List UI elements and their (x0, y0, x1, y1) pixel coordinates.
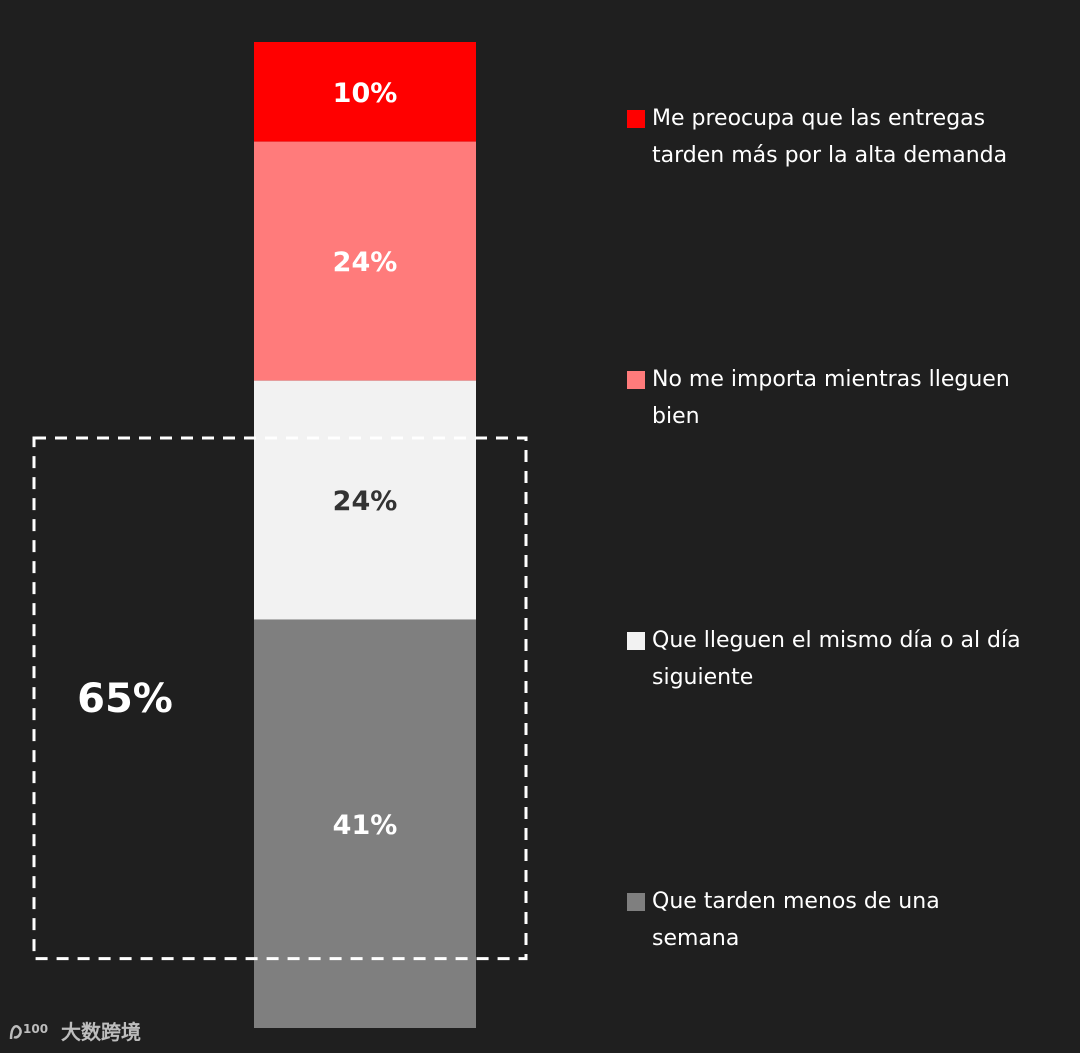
segment-value-label: 41% (333, 810, 398, 841)
segment-value-label: 10% (333, 78, 398, 109)
legend-swatch (627, 371, 645, 389)
legend-label: Que tarden menos de una semana (652, 889, 940, 951)
legend-label: No me importa mientras lleguen bien (652, 367, 1010, 429)
segment-value-label: 24% (333, 247, 398, 278)
group-total-label: 65% (77, 676, 173, 722)
legend-swatch (627, 110, 645, 128)
watermark-text: 大数跨境 (60, 1020, 141, 1044)
legend-label: Que lleguen el mismo día o al día siguie… (652, 628, 1021, 690)
group-dashed-box (32, 436, 528, 961)
segment-value-label: 24% (333, 486, 398, 517)
watermark-logo-text: 100 (23, 1022, 48, 1036)
legend-swatch (627, 893, 645, 911)
watermark: 100 大数跨境 (8, 1016, 141, 1048)
watermark-logo-icon: 100 (9, 1022, 48, 1039)
bar-segment-3 (254, 380, 476, 620)
bar-segment-1 (254, 42, 476, 142)
legend-swatch (627, 632, 645, 650)
legend-label: Me preocupa que las entregas tarden más … (652, 106, 1008, 168)
bar-segment-2 (254, 141, 476, 381)
